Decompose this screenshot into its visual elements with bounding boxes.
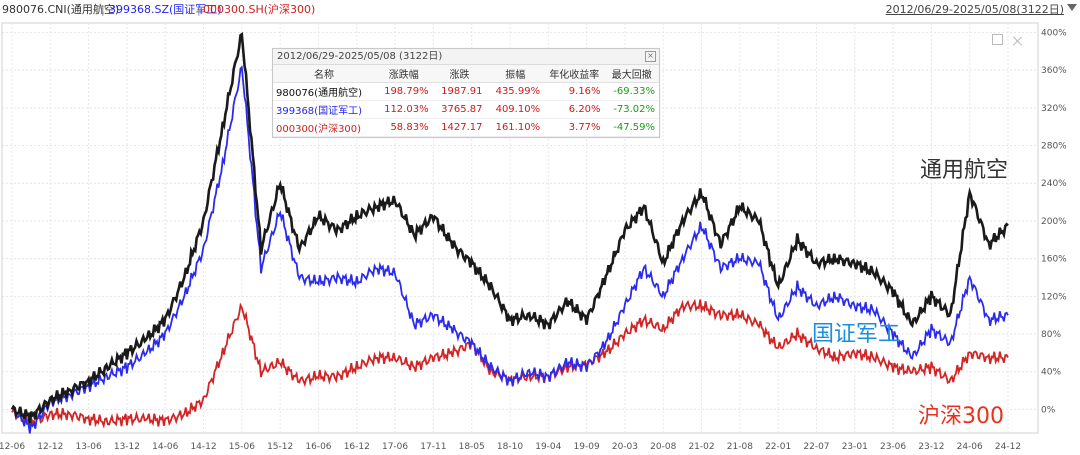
row-drawdown: -69.33% bbox=[604, 82, 659, 101]
x-tick-label: 16-12 bbox=[344, 442, 370, 452]
row-name: 399368(国证军工) bbox=[273, 100, 375, 119]
x-tick-label: 22-07 bbox=[803, 442, 829, 452]
y-tick-label: 200% bbox=[1041, 217, 1067, 227]
y-tick-label: 400% bbox=[1041, 28, 1067, 38]
x-tick-label: 17-11 bbox=[420, 442, 446, 452]
x-tick-label: 22-01 bbox=[765, 442, 791, 452]
stats-header-row: 名称 涨跌幅 涨跌 振幅 年化收益率 最大回撤 bbox=[273, 65, 659, 83]
y-tick-label: 280% bbox=[1041, 142, 1067, 152]
series-line bbox=[11, 65, 1009, 434]
x-tick-label: 12-12 bbox=[37, 442, 63, 452]
maximize-icon[interactable] bbox=[991, 34, 1003, 45]
y-tick-label: 160% bbox=[1041, 255, 1067, 265]
row-chg: 1987.91 bbox=[432, 82, 487, 101]
date-range-selector[interactable]: 2012/06/29-2025/05/08(3122日) bbox=[885, 3, 1064, 16]
x-tick-label: 14-06 bbox=[152, 442, 178, 452]
table-row[interactable]: 000300(沪深300) 58.83% 1427.17 161.10% 3.7… bbox=[273, 118, 659, 137]
x-tick-label: 18-10 bbox=[497, 442, 523, 452]
row-amp: 409.10% bbox=[486, 100, 545, 119]
x-tick-label: 21-08 bbox=[727, 442, 753, 452]
stats-close-icon[interactable]: × bbox=[645, 51, 656, 62]
row-name: 980076(通用航空) bbox=[273, 82, 375, 101]
row-amp: 435.99% bbox=[486, 82, 545, 101]
stats-panel: 2012/06/29-2025/05/08 (3122日) × 名称 涨跌幅 涨… bbox=[272, 48, 660, 138]
row-annual: 6.20% bbox=[544, 100, 605, 119]
col-header-annual: 年化收益率 bbox=[544, 65, 605, 83]
col-header-amp: 振幅 bbox=[486, 65, 545, 83]
x-tick-label: 16-06 bbox=[305, 442, 331, 452]
row-drawdown: -47.59% bbox=[604, 118, 659, 137]
row-annual: 3.77% bbox=[544, 118, 605, 137]
col-header-drawdown: 最大回撤 bbox=[604, 65, 659, 83]
gridlines bbox=[2, 23, 1038, 433]
series-line bbox=[11, 298, 1009, 430]
row-amp: 161.10% bbox=[486, 118, 545, 137]
series-line bbox=[10, 31, 1009, 424]
y-tick-label: 320% bbox=[1041, 104, 1067, 114]
x-tick-label: 15-06 bbox=[229, 442, 255, 452]
title-series-2[interactable]: 399368.SZ(国证军工) bbox=[109, 3, 222, 16]
x-tick-label: 19-09 bbox=[574, 442, 600, 452]
x-tick-label: 13-12 bbox=[114, 442, 140, 452]
row-annual: 9.16% bbox=[544, 82, 605, 101]
stats-table: 名称 涨跌幅 涨跌 振幅 年化收益率 最大回撤 980076(通用航空) 198… bbox=[273, 65, 659, 137]
x-tick-label: 21-02 bbox=[688, 442, 714, 452]
x-tick-label: 17-06 bbox=[382, 442, 408, 452]
title-series-3[interactable]: 000300.SH(沪深300) bbox=[203, 3, 316, 16]
x-tick-label: 20-08 bbox=[650, 442, 676, 452]
close-icon[interactable] bbox=[1013, 36, 1022, 45]
col-header-name: 名称 bbox=[273, 65, 375, 83]
y-tick-label: 120% bbox=[1041, 292, 1067, 302]
y-tick-label: 240% bbox=[1041, 179, 1067, 189]
y-tick-label: 40% bbox=[1041, 368, 1061, 378]
x-tick-label: 20-03 bbox=[612, 442, 638, 452]
x-tick-label: 13-06 bbox=[76, 442, 102, 452]
label-hushen300: 沪深300 bbox=[918, 404, 1004, 429]
y-axis-ticks: 0% 40% 80% 120% 160% 200% 240% 280% 320% 360% 400% bbox=[1041, 28, 1067, 415]
title-series-1[interactable]: 980076.CNI(通用航空) bbox=[2, 3, 120, 16]
row-drawdown: -73.02% bbox=[604, 100, 659, 119]
y-tick-label: 0% bbox=[1041, 405, 1056, 415]
window-controls bbox=[987, 30, 1022, 49]
x-tick-label: 18-05 bbox=[459, 442, 485, 452]
y-tick-label: 360% bbox=[1041, 66, 1067, 76]
row-chg-pct: 112.03% bbox=[375, 100, 433, 119]
table-row[interactable]: 980076(通用航空) 198.79% 1987.91 435.99% 9.1… bbox=[273, 82, 659, 101]
label-guozheng: 国证军工 bbox=[812, 322, 901, 347]
row-chg-pct: 198.79% bbox=[375, 82, 433, 101]
table-row[interactable]: 399368(国证军工) 112.03% 3765.87 409.10% 6.2… bbox=[273, 100, 659, 119]
x-tick-label: 23-06 bbox=[880, 442, 906, 452]
x-tick-label: 12-06 bbox=[0, 442, 25, 452]
x-tick-label: 15-12 bbox=[267, 442, 293, 452]
y-tick-label: 80% bbox=[1041, 330, 1061, 340]
label-tonghang: 通用航空 bbox=[920, 158, 1009, 183]
col-header-chg-pct: 涨跌幅 bbox=[375, 65, 433, 83]
x-tick-label: 23-01 bbox=[842, 442, 868, 452]
series-title-bar: 980076.CNI(通用航空) | 399368.SZ(国证军工) | 000… bbox=[0, 0, 1080, 20]
plot-frame bbox=[1, 22, 1039, 434]
x-tick-label: 14-12 bbox=[190, 442, 216, 452]
stats-panel-title: 2012/06/29-2025/05/08 (3122日) bbox=[277, 51, 443, 62]
col-header-chg: 涨跌 bbox=[432, 65, 487, 83]
row-chg-pct: 58.83% bbox=[375, 118, 433, 137]
row-chg: 1427.17 bbox=[432, 118, 487, 137]
row-name: 000300(沪深300) bbox=[273, 118, 375, 137]
x-tick-label: 19-04 bbox=[535, 442, 561, 452]
series-lines bbox=[10, 31, 1009, 434]
x-axis-ticks: 12-06 12-12 13-06 13-12 14-06 14-12 15-06 15-12… bbox=[0, 442, 1021, 452]
x-tick-label: 24-12 bbox=[995, 442, 1021, 452]
row-chg: 3765.87 bbox=[432, 100, 487, 119]
x-tick-label: 24-06 bbox=[957, 442, 983, 452]
x-tick-label: 23-12 bbox=[918, 442, 944, 452]
title-separator-1: | bbox=[101, 3, 105, 16]
stats-panel-header: 2012/06/29-2025/05/08 (3122日) × bbox=[273, 49, 659, 65]
dropdown-caret-icon[interactable] bbox=[1067, 4, 1077, 11]
title-separator-2: | bbox=[197, 3, 201, 16]
